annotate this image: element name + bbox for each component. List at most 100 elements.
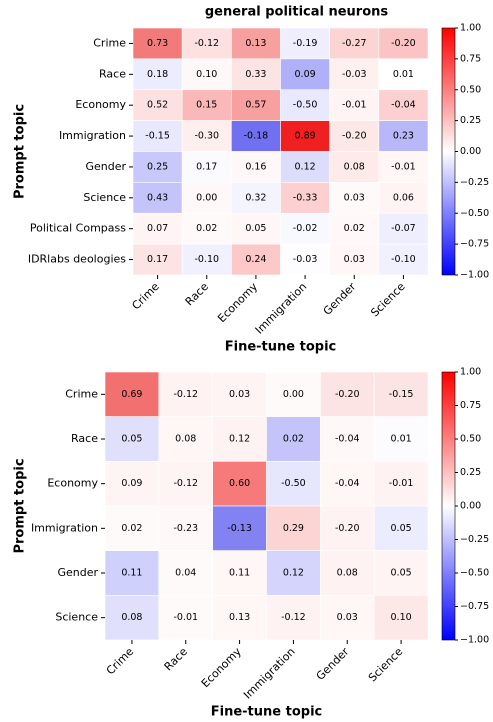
cell-label: 0.03: [229, 389, 250, 400]
heatmap-cell: [378, 27, 429, 60]
cell-label: 0.17: [147, 254, 168, 265]
heatmap-cell: [231, 243, 281, 276]
cell-label: 0.24: [245, 254, 266, 265]
x-tick-label: Gender: [314, 645, 352, 683]
heatmap-cell: [231, 120, 281, 152]
y-axis-label: Prompt topic: [13, 104, 28, 199]
heatmap-cell: [231, 151, 281, 183]
y-tick-label: Science: [55, 611, 98, 624]
y-tick-label: Political Compass: [30, 222, 126, 235]
cell-label: 0.05: [391, 568, 412, 579]
colorbar-tick-label: −1.00: [460, 270, 489, 281]
heatmap-cell: [373, 371, 429, 417]
cell-label: -0.20: [335, 523, 360, 534]
heatmap-cell: [280, 243, 330, 276]
cell-label: -0.23: [173, 523, 198, 534]
cell-label: -0.15: [145, 131, 170, 142]
heatmap-cell: [181, 58, 232, 91]
cell-label: -0.33: [293, 192, 318, 203]
heatmap-cell: [158, 505, 213, 551]
heatmap-cell: [378, 243, 429, 276]
heatmap-cell: [132, 182, 183, 214]
heatmap-cell: [280, 120, 330, 152]
y-tick-label: Race: [71, 432, 98, 445]
colorbar-tick-label: 0.00: [460, 501, 481, 512]
x-tick-label: Economy: [215, 280, 260, 325]
cell-label: 0.33: [245, 69, 266, 80]
cell-label: -0.27: [342, 38, 367, 49]
cell-label: -0.19: [293, 38, 318, 49]
y-axis-label: Prompt topic: [13, 458, 28, 553]
x-tick-label: Science: [368, 280, 408, 320]
cell-label: 0.02: [344, 223, 365, 234]
y-tick-label: Economy: [75, 98, 126, 111]
heatmap-cell: [373, 461, 429, 507]
cell-label: 0.12: [295, 161, 316, 172]
cell-label: 0.02: [121, 523, 142, 534]
colorbar-tick-label: 0.75: [460, 400, 481, 411]
heatmap-cell: [212, 505, 267, 551]
colorbar-tick-label: 1.00: [460, 367, 481, 378]
colorbar: [441, 371, 456, 641]
cell-label: 0.03: [344, 254, 365, 265]
x-tick-label: Economy: [199, 645, 244, 690]
cell-label: 0.16: [245, 161, 266, 172]
heatmap-cell: [266, 371, 321, 417]
heatmap-cell: [378, 120, 429, 152]
x-tick-label: Race: [162, 645, 190, 673]
chart-title: general political neurons: [205, 5, 389, 20]
heatmap-cell: [158, 416, 213, 462]
x-tick-label: Immigration: [253, 280, 310, 337]
cell-label: -0.50: [293, 100, 318, 111]
x-tick-label: Crime: [104, 645, 137, 678]
x-tick-label: Race: [183, 280, 211, 308]
heatmap-cell: [132, 212, 183, 245]
colorbar-tick-label: 0.25: [460, 467, 481, 478]
heatmap-cell: [158, 461, 213, 507]
cell-label: -0.03: [342, 69, 367, 80]
cell-label: 0.32: [245, 192, 266, 203]
y-tick-label: Immigration: [31, 521, 98, 534]
cell-label: 0.13: [229, 612, 250, 623]
cell-label: 0.06: [393, 192, 414, 203]
heatmap-cell: [104, 461, 160, 507]
colorbar-tick-label: −0.50: [460, 568, 489, 579]
heatmap-cell: [378, 182, 429, 214]
heatmap-cell: [266, 550, 321, 596]
y-tick-label: Crime: [65, 387, 98, 400]
heatmap-cell: [266, 595, 321, 641]
cell-label: 0.09: [121, 478, 142, 489]
colorbar-tick-label: 0.00: [460, 146, 481, 157]
heatmap-cell: [231, 27, 281, 60]
heatmap-cell: [378, 151, 429, 183]
cell-label: -0.02: [293, 223, 318, 234]
heatmap-cell: [158, 371, 213, 417]
y-tick-label: Race: [99, 67, 126, 80]
cell-label: -0.01: [391, 161, 416, 172]
heatmap-cell: [132, 120, 183, 152]
heatmap-cell: [212, 550, 267, 596]
cell-label: 0.18: [147, 69, 168, 80]
cell-label: -0.01: [173, 612, 198, 623]
heatmap-cell: [378, 58, 429, 91]
y-tick-label: Immigration: [59, 129, 126, 142]
cell-label: -0.30: [194, 131, 219, 142]
colorbar-tick-label: 0.50: [460, 434, 481, 445]
colorbar-tick-label: 0.75: [460, 53, 481, 64]
cell-label: 0.00: [283, 389, 304, 400]
y-tick-label: IDRlabs deologies: [28, 253, 126, 266]
cell-label: 0.05: [391, 523, 412, 534]
y-tick-label: Gender: [57, 566, 98, 579]
x-axis-label: Fine-tune topic: [211, 705, 322, 720]
heatmap-cell: [212, 595, 267, 641]
heatmap-cell: [280, 58, 330, 91]
cell-label: 0.13: [245, 38, 266, 49]
cell-label: 0.05: [121, 434, 142, 445]
colorbar-tick-label: −0.50: [460, 208, 489, 219]
heatmap-cell: [373, 550, 429, 596]
colorbar-tick-label: −0.75: [460, 239, 489, 250]
colorbar-tick-label: −0.75: [460, 601, 489, 612]
cell-label: 0.25: [147, 161, 168, 172]
